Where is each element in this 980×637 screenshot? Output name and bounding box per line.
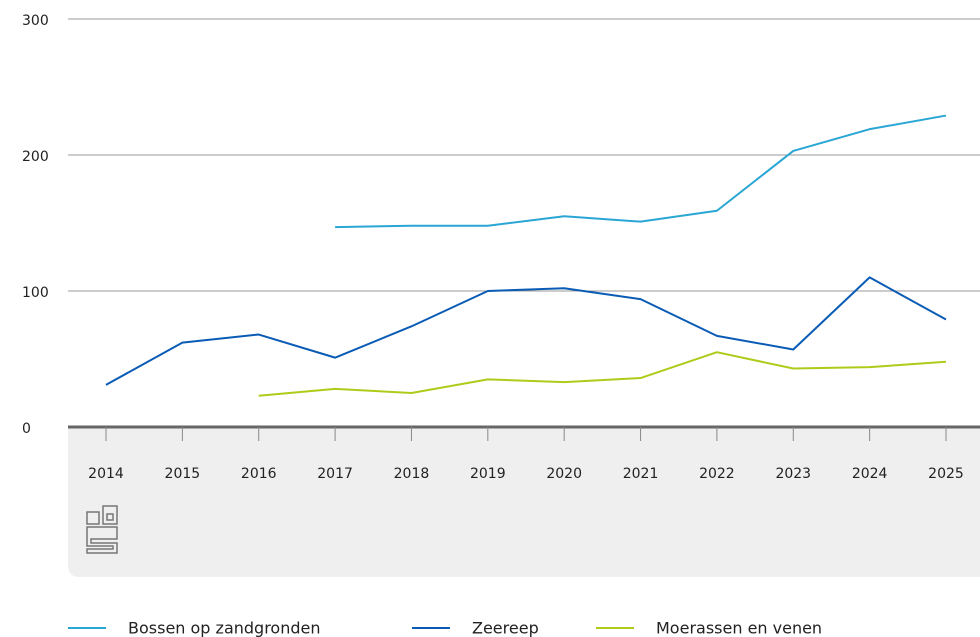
x-tick-label: 2018 [394, 466, 430, 482]
legend-label: Moerassen en venen [656, 619, 822, 637]
y-tick-label: 300 [22, 13, 49, 29]
y-tick-label: 200 [22, 149, 49, 165]
y-tick-label: 100 [22, 285, 49, 301]
x-tick-label: 2014 [88, 466, 124, 482]
axis-panel [68, 427, 980, 577]
x-tick-label: 2021 [623, 466, 659, 482]
x-tick-label: 2022 [699, 466, 735, 482]
x-tick-label: 2025 [928, 466, 964, 482]
line [105, 276, 947, 386]
x-tick-label: 2017 [317, 466, 353, 482]
legend-label: Bossen op zandgronden [128, 619, 321, 637]
x-tick-label: 2020 [546, 466, 582, 482]
x-tick-label: 2016 [241, 466, 277, 482]
x-tick-label: 2024 [852, 466, 888, 482]
x-tick-label: 2023 [775, 466, 811, 482]
line [335, 114, 947, 229]
legend-label: Zeereep [472, 619, 539, 637]
y-tick-label: 0 [22, 421, 31, 437]
line [258, 351, 947, 397]
x-tick-label: 2015 [165, 466, 201, 482]
logo [86, 505, 118, 554]
x-tick-label: 2019 [470, 466, 506, 482]
